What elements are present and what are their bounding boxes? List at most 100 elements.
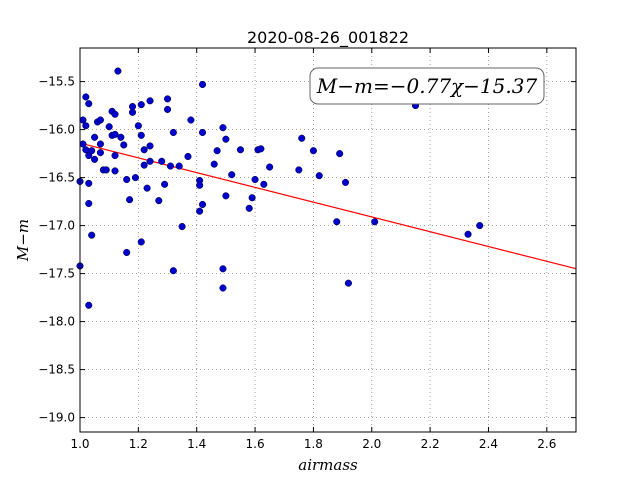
data-point	[260, 180, 268, 188]
data-point	[123, 248, 131, 257]
x-tick-label: 1.4	[187, 437, 206, 451]
data-point	[137, 101, 145, 109]
data-point	[96, 116, 104, 124]
data-point	[175, 162, 183, 170]
data-point	[134, 122, 142, 130]
data-point	[143, 184, 151, 192]
x-axis-label: airmass	[298, 456, 358, 474]
data-point	[222, 135, 230, 143]
data-point	[219, 265, 227, 273]
data-point	[123, 175, 131, 184]
data-point	[85, 100, 93, 108]
data-point	[187, 116, 195, 124]
x-tick-label: 2.6	[537, 437, 556, 451]
data-point	[96, 149, 104, 157]
data-point	[85, 179, 93, 187]
data-point	[102, 166, 110, 174]
data-point	[111, 130, 119, 138]
data-point	[228, 171, 236, 179]
y-tick-label: −17.0	[38, 219, 75, 233]
data-point	[198, 80, 207, 89]
data-point	[146, 157, 154, 165]
data-point	[111, 110, 119, 118]
data-point	[213, 147, 221, 155]
chart-title: 2020-08-26_001822	[247, 28, 409, 48]
data-point	[333, 218, 341, 226]
data-point	[91, 155, 99, 163]
data-point	[91, 133, 99, 141]
data-point	[155, 197, 163, 205]
x-tick-label: 1.6	[246, 437, 265, 451]
data-point	[117, 133, 125, 141]
y-tick-label: −15.5	[38, 75, 75, 89]
data-point	[82, 93, 90, 101]
data-point	[198, 128, 207, 137]
data-point	[184, 152, 192, 161]
data-point	[295, 166, 303, 174]
data-point	[196, 181, 204, 189]
data-point	[120, 141, 128, 149]
data-point	[196, 207, 204, 215]
data-point	[146, 142, 154, 150]
data-point	[88, 231, 96, 239]
data-point	[344, 279, 352, 287]
y-tick-label: −16.5	[38, 171, 75, 185]
fit-annotation-box: M−m=−0.77χ−15.37	[309, 67, 545, 105]
data-point	[219, 284, 227, 292]
data-point	[137, 238, 145, 246]
y-tick-label: −19.0	[38, 411, 75, 425]
data-point	[248, 194, 256, 202]
data-point	[131, 174, 139, 182]
data-point	[85, 301, 93, 309]
x-tick-label: 2.4	[479, 437, 498, 451]
y-tick-label: −18.5	[38, 363, 75, 377]
data-point	[146, 97, 154, 105]
data-point	[298, 134, 306, 142]
data-point	[158, 157, 166, 165]
x-tick-label: 2.0	[362, 437, 381, 451]
data-point	[222, 192, 230, 200]
x-tick-label: 1.8	[304, 437, 323, 451]
data-point	[476, 222, 484, 230]
fit-equation-label: M−m=−0.77χ−15.37	[316, 74, 538, 98]
data-point	[341, 178, 350, 186]
data-point	[85, 199, 93, 208]
data-point	[111, 167, 119, 175]
data-point	[219, 124, 227, 132]
data-point	[163, 95, 172, 103]
data-point	[111, 151, 119, 160]
data-point	[137, 131, 145, 139]
data-point	[161, 180, 169, 188]
data-point	[251, 175, 259, 184]
data-point	[82, 122, 90, 130]
data-point	[266, 163, 274, 171]
data-point	[198, 200, 207, 209]
data-point	[236, 146, 245, 154]
y-tick-label: −16.0	[38, 123, 75, 137]
data-point	[309, 147, 317, 155]
data-point	[257, 145, 265, 153]
y-tick-label: −18.0	[38, 315, 75, 329]
x-tick-label: 2.2	[421, 437, 440, 451]
annotation-frame	[309, 67, 545, 105]
data-point	[140, 161, 148, 169]
data-point	[105, 123, 113, 131]
y-tick-labels: −15.5 −16.0 −16.5 −17.0 −17.5 −18.0 −18.5 −19.0	[38, 75, 75, 425]
data-point	[169, 267, 177, 275]
plot-frame	[79, 47, 577, 433]
data-point	[210, 160, 218, 168]
data-point	[128, 103, 137, 111]
data-point	[169, 128, 177, 137]
data-point	[140, 146, 148, 154]
x-tick-labels: 1.0 1.2 1.4 1.6 1.8 2.0 2.2 2.4 2.6	[70, 437, 556, 451]
data-points	[76, 67, 484, 309]
y-axis-label: M−m	[14, 219, 32, 262]
data-point	[88, 147, 96, 155]
data-point	[371, 218, 379, 226]
x-tick-label: 1.0	[70, 437, 89, 451]
y-tick-label: −17.5	[38, 267, 75, 281]
data-point	[166, 162, 174, 170]
data-point	[315, 172, 323, 180]
data-point	[178, 223, 186, 231]
